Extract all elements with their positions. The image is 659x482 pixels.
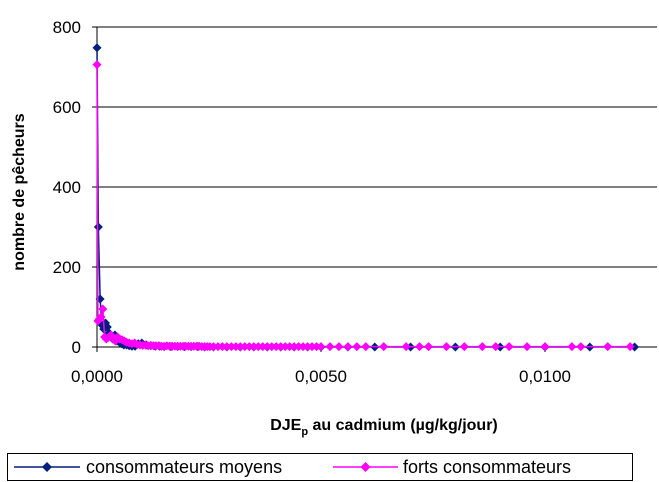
y-tick-labels: 0 200 400 600 800: [53, 18, 81, 357]
series-1-point-80: [424, 342, 434, 352]
y-tick-label-1: 200: [53, 258, 81, 277]
series-1-point-85: [504, 342, 514, 352]
legend-items: consommateurs moyens forts consommateurs: [14, 457, 571, 477]
series-1-point-88: [567, 342, 577, 352]
legend: consommateurs moyens forts consommateurs: [7, 453, 633, 481]
series-1-point-0: [92, 60, 102, 70]
legend-swatch-marker-0: [42, 462, 52, 472]
y-axis-title: nombre de pêcheurs: [11, 113, 28, 270]
series-1-point-81: [441, 342, 451, 352]
series-1-point-91: [625, 342, 635, 352]
series-1-point-3: [96, 312, 106, 322]
x-axis-title-sub: p: [301, 426, 308, 438]
series-1-point-74: [343, 342, 353, 352]
legend-label-0: consommateurs moyens: [86, 457, 282, 477]
series-1-point-77: [379, 342, 389, 352]
series-1-point-75: [352, 342, 362, 352]
series-1-point-82: [459, 342, 469, 352]
series-1-point-89: [576, 342, 586, 352]
series-1-point-78: [401, 342, 411, 352]
legend-box: [7, 453, 633, 481]
series-1-point-73: [334, 342, 344, 352]
series-1-point-90: [603, 342, 613, 352]
series-1-point-76: [361, 342, 371, 352]
series-1-point-71: [316, 342, 326, 352]
y-tick-label-0: 0: [72, 338, 81, 357]
x-tick-label-2: 0,0100: [519, 367, 571, 386]
series-1-point-83: [477, 342, 487, 352]
y-tick-label-3: 600: [53, 98, 81, 117]
series-1-point-72: [325, 342, 335, 352]
series-1-point-87: [540, 342, 550, 352]
gridlines: [97, 26, 657, 268]
series-1-point-86: [522, 342, 532, 352]
series-1-point-4: [98, 304, 108, 314]
x-tick-label-0: 0,0000: [71, 367, 123, 386]
y-tick-label-4: 800: [53, 18, 81, 37]
series-0-point-1: [93, 222, 103, 232]
x-axis-title: DJEp au cadmium (µg/kg/jour): [270, 417, 498, 438]
series-1: [92, 60, 635, 352]
legend-label-1: forts consommateurs: [403, 457, 571, 477]
series-layer: [92, 43, 640, 352]
series-1-point-79: [415, 342, 425, 352]
x-tick-labels: 0,0000 0,0050 0,0100: [71, 367, 571, 386]
legend-swatch-marker-1: [360, 462, 371, 472]
y-tick-label-2: 400: [53, 178, 81, 197]
series-1-point-84: [491, 342, 501, 352]
series-0-point-0: [92, 43, 102, 53]
x-axis-title-rest: au cadmium (µg/kg/jour): [308, 417, 498, 434]
x-tick-label-1: 0,0050: [295, 367, 347, 386]
x-axis-title-main: DJE: [270, 417, 301, 434]
